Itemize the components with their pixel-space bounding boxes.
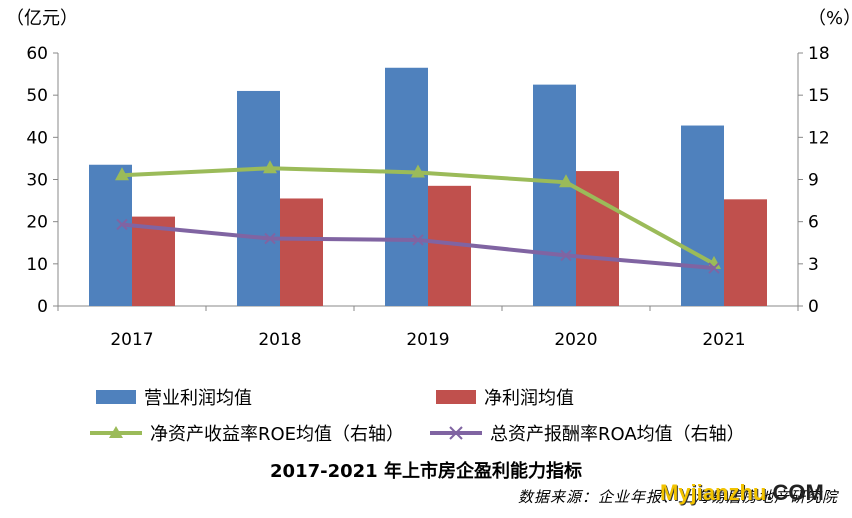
point-roa — [116, 218, 128, 231]
legend-label-operating-profit: 营业利润均值 — [144, 388, 252, 409]
right-tick-label: 0 — [808, 297, 819, 317]
legend-label-roa: 总资产报酬率ROA均值（右轴） — [490, 424, 745, 445]
left-tick-label: 0 — [37, 297, 48, 317]
legend-item-roa: 总资产报酬率ROA均值（右轴） — [428, 420, 745, 446]
x-tick-label: 2018 — [258, 330, 301, 350]
left-tick-label: 40 — [26, 128, 48, 148]
bar-operating-profit — [681, 125, 724, 306]
x-tick-label: 2021 — [702, 330, 745, 350]
legend-label-roe: 净资产收益率ROE均值（右轴） — [150, 424, 405, 445]
legend-swatch-roa — [430, 426, 482, 440]
x-tick-label: 2017 — [110, 330, 153, 350]
legend-item-operating-profit: 营业利润均值 — [96, 384, 252, 410]
right-tick-label: 3 — [808, 255, 819, 275]
legend-swatch-roe — [90, 426, 142, 438]
left-tick-label: 10 — [26, 255, 48, 275]
left-tick-label: 50 — [26, 86, 48, 106]
chart-svg: （亿元） （%） 0 10 20 30 40 50 60 0 3 6 9 12 15 18 2017 2018… — [6, 8, 852, 350]
legend-swatch-operating-profit — [96, 390, 136, 404]
right-tick-label: 6 — [808, 213, 819, 233]
bar-net-profit — [132, 216, 175, 306]
left-tick-label: 20 — [26, 213, 48, 233]
point-roa-stroke — [264, 232, 276, 245]
bar-operating-profit — [237, 90, 280, 306]
point-roe — [559, 174, 573, 188]
bar-operating-profit — [89, 164, 132, 306]
x-tick-label: 2019 — [406, 330, 449, 350]
watermark-text-b: .COM — [766, 480, 824, 505]
chart-title: 2017-2021 年上市房企盈利能力指标 — [270, 461, 582, 482]
bar-operating-profit — [385, 67, 428, 306]
source-note: 数据来源：企业年报、上海易居房地产研究院 — [517, 488, 838, 506]
right-tick-label: 9 — [808, 171, 819, 191]
right-tick-label: 12 — [808, 128, 830, 148]
x-tick-label: 2020 — [554, 330, 597, 350]
left-tick-label: 60 — [26, 44, 48, 64]
watermark-text-a: Myjianzhu — [660, 480, 767, 505]
legend-item-net-profit: 净利润均值 — [436, 384, 574, 410]
point-roa — [412, 234, 424, 246]
legend-label-net-profit: 净利润均值 — [484, 388, 574, 409]
watermark-logo: Myjianzhu.COM — [660, 480, 824, 506]
point-roe — [115, 167, 129, 181]
point-roe — [411, 164, 425, 178]
point-roa — [708, 262, 720, 274]
point-roa — [560, 249, 572, 262]
bar-operating-profit — [533, 84, 576, 306]
point-roa-stroke — [560, 249, 572, 262]
right-axis-unit: （%） — [808, 8, 852, 29]
legend-swatch-net-profit — [436, 390, 476, 404]
bar-net-profit — [724, 199, 767, 306]
right-tick-label: 15 — [808, 86, 830, 106]
point-roe — [263, 160, 277, 174]
bar-net-profit — [280, 198, 323, 306]
legend: 营业利润均值 净利润均值 净资产收益率ROE均值（右轴） 总资产报酬率ROA均值… — [0, 380, 852, 450]
left-tick-label: 30 — [26, 171, 48, 191]
point-roa-stroke — [708, 262, 720, 274]
point-roa — [264, 232, 276, 245]
left-axis-unit: （亿元） — [6, 8, 78, 29]
point-roa-stroke — [412, 234, 424, 246]
legend-item-roe: 净资产收益率ROE均值（右轴） — [88, 420, 404, 446]
point-roa-stroke — [116, 218, 128, 231]
right-tick-label: 18 — [808, 44, 830, 64]
